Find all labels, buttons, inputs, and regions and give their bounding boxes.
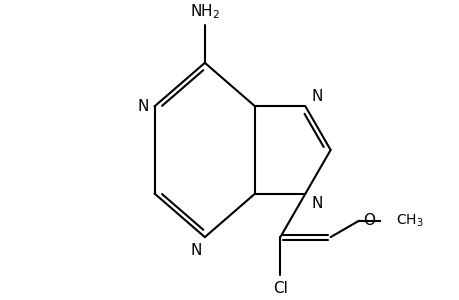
Text: NH$_2$: NH$_2$	[189, 2, 219, 21]
Text: N: N	[311, 89, 322, 104]
Text: N: N	[311, 196, 322, 211]
Text: O: O	[362, 213, 374, 228]
Text: N: N	[190, 243, 202, 258]
Text: CH$_3$: CH$_3$	[395, 213, 422, 229]
Text: Cl: Cl	[272, 281, 287, 296]
Text: N: N	[137, 99, 148, 114]
